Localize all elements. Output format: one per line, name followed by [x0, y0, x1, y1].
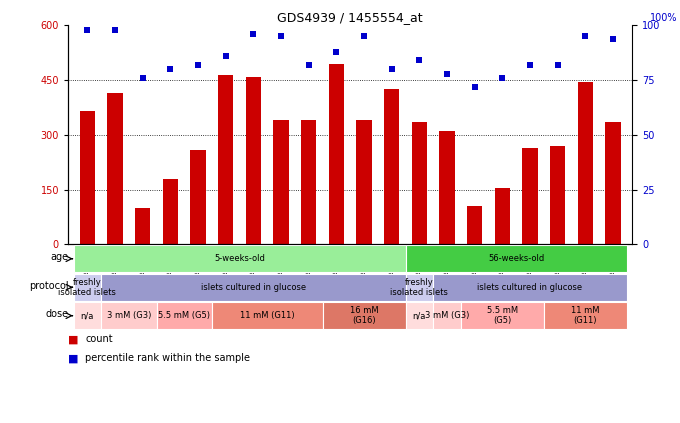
Bar [522, 148, 538, 244]
Y-axis label: 100%: 100% [649, 13, 677, 23]
Bar [578, 82, 593, 244]
Text: percentile rank within the sample: percentile rank within the sample [85, 353, 250, 363]
Text: freshly
isolated islets: freshly isolated islets [390, 278, 448, 297]
Text: n/a: n/a [81, 311, 94, 320]
Title: GDS4939 / 1455554_at: GDS4939 / 1455554_at [277, 11, 423, 24]
Text: n/a: n/a [413, 311, 426, 320]
Point [82, 26, 92, 33]
Text: 5.5 mM
(G5): 5.5 mM (G5) [487, 306, 518, 325]
Point [469, 83, 480, 90]
Text: dose: dose [46, 309, 69, 319]
Bar [405, 245, 627, 272]
Bar [163, 179, 178, 244]
Point [192, 61, 203, 68]
Text: 5-weeks-old: 5-weeks-old [214, 254, 265, 263]
Bar [605, 122, 621, 244]
Bar [412, 122, 427, 244]
Point [608, 35, 619, 42]
Point [552, 61, 563, 68]
Bar [190, 150, 205, 244]
Point [386, 66, 397, 73]
Bar [467, 206, 482, 244]
Bar [322, 302, 405, 330]
Bar [80, 111, 95, 244]
Text: ■: ■ [68, 334, 78, 344]
Point [248, 31, 259, 38]
Bar [273, 120, 288, 244]
Point [524, 61, 535, 68]
Bar [433, 274, 627, 301]
Text: 3 mM (G3): 3 mM (G3) [107, 311, 151, 320]
Bar [212, 302, 322, 330]
Bar [73, 274, 101, 301]
Text: count: count [85, 334, 113, 344]
Text: 5.5 mM (G5): 5.5 mM (G5) [158, 311, 210, 320]
Point [331, 48, 342, 55]
Point [497, 74, 508, 81]
Point [580, 33, 591, 40]
Text: age: age [50, 252, 69, 262]
Bar [461, 302, 544, 330]
Bar [301, 120, 316, 244]
Point [137, 74, 148, 81]
Bar [405, 274, 433, 301]
Point [165, 66, 176, 73]
Point [220, 53, 231, 60]
Text: 56-weeks-old: 56-weeks-old [488, 254, 544, 263]
Text: 3 mM (G3): 3 mM (G3) [425, 311, 469, 320]
Text: ■: ■ [68, 353, 78, 363]
Bar [156, 302, 212, 330]
Bar [101, 274, 405, 301]
Bar [73, 245, 405, 272]
Bar [384, 89, 399, 244]
Point [358, 33, 369, 40]
Bar [495, 188, 510, 244]
Bar [356, 120, 372, 244]
Text: islets cultured in glucose: islets cultured in glucose [201, 283, 306, 292]
Bar [405, 302, 433, 330]
Point [414, 57, 425, 64]
Text: 11 mM
(G11): 11 mM (G11) [571, 306, 600, 325]
Point [441, 70, 452, 77]
Text: 16 mM
(G16): 16 mM (G16) [350, 306, 378, 325]
Text: islets cultured in glucose: islets cultured in glucose [477, 283, 583, 292]
Text: freshly
isolated islets: freshly isolated islets [58, 278, 116, 297]
Text: 11 mM (G11): 11 mM (G11) [240, 311, 294, 320]
Bar [73, 302, 101, 330]
Text: protocol: protocol [29, 281, 69, 291]
Point [275, 33, 286, 40]
Bar [544, 302, 627, 330]
Bar [101, 302, 156, 330]
Point [109, 26, 120, 33]
Bar [218, 75, 233, 244]
Bar [433, 302, 461, 330]
Bar [245, 77, 261, 244]
Point [303, 61, 314, 68]
Bar [328, 64, 344, 244]
Bar [439, 131, 455, 244]
Bar [135, 208, 150, 244]
Bar [107, 93, 122, 244]
Bar [550, 146, 565, 244]
